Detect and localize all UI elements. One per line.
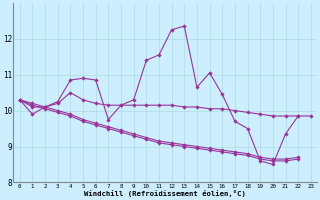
X-axis label: Windchill (Refroidissement éolien,°C): Windchill (Refroidissement éolien,°C): [84, 190, 246, 197]
